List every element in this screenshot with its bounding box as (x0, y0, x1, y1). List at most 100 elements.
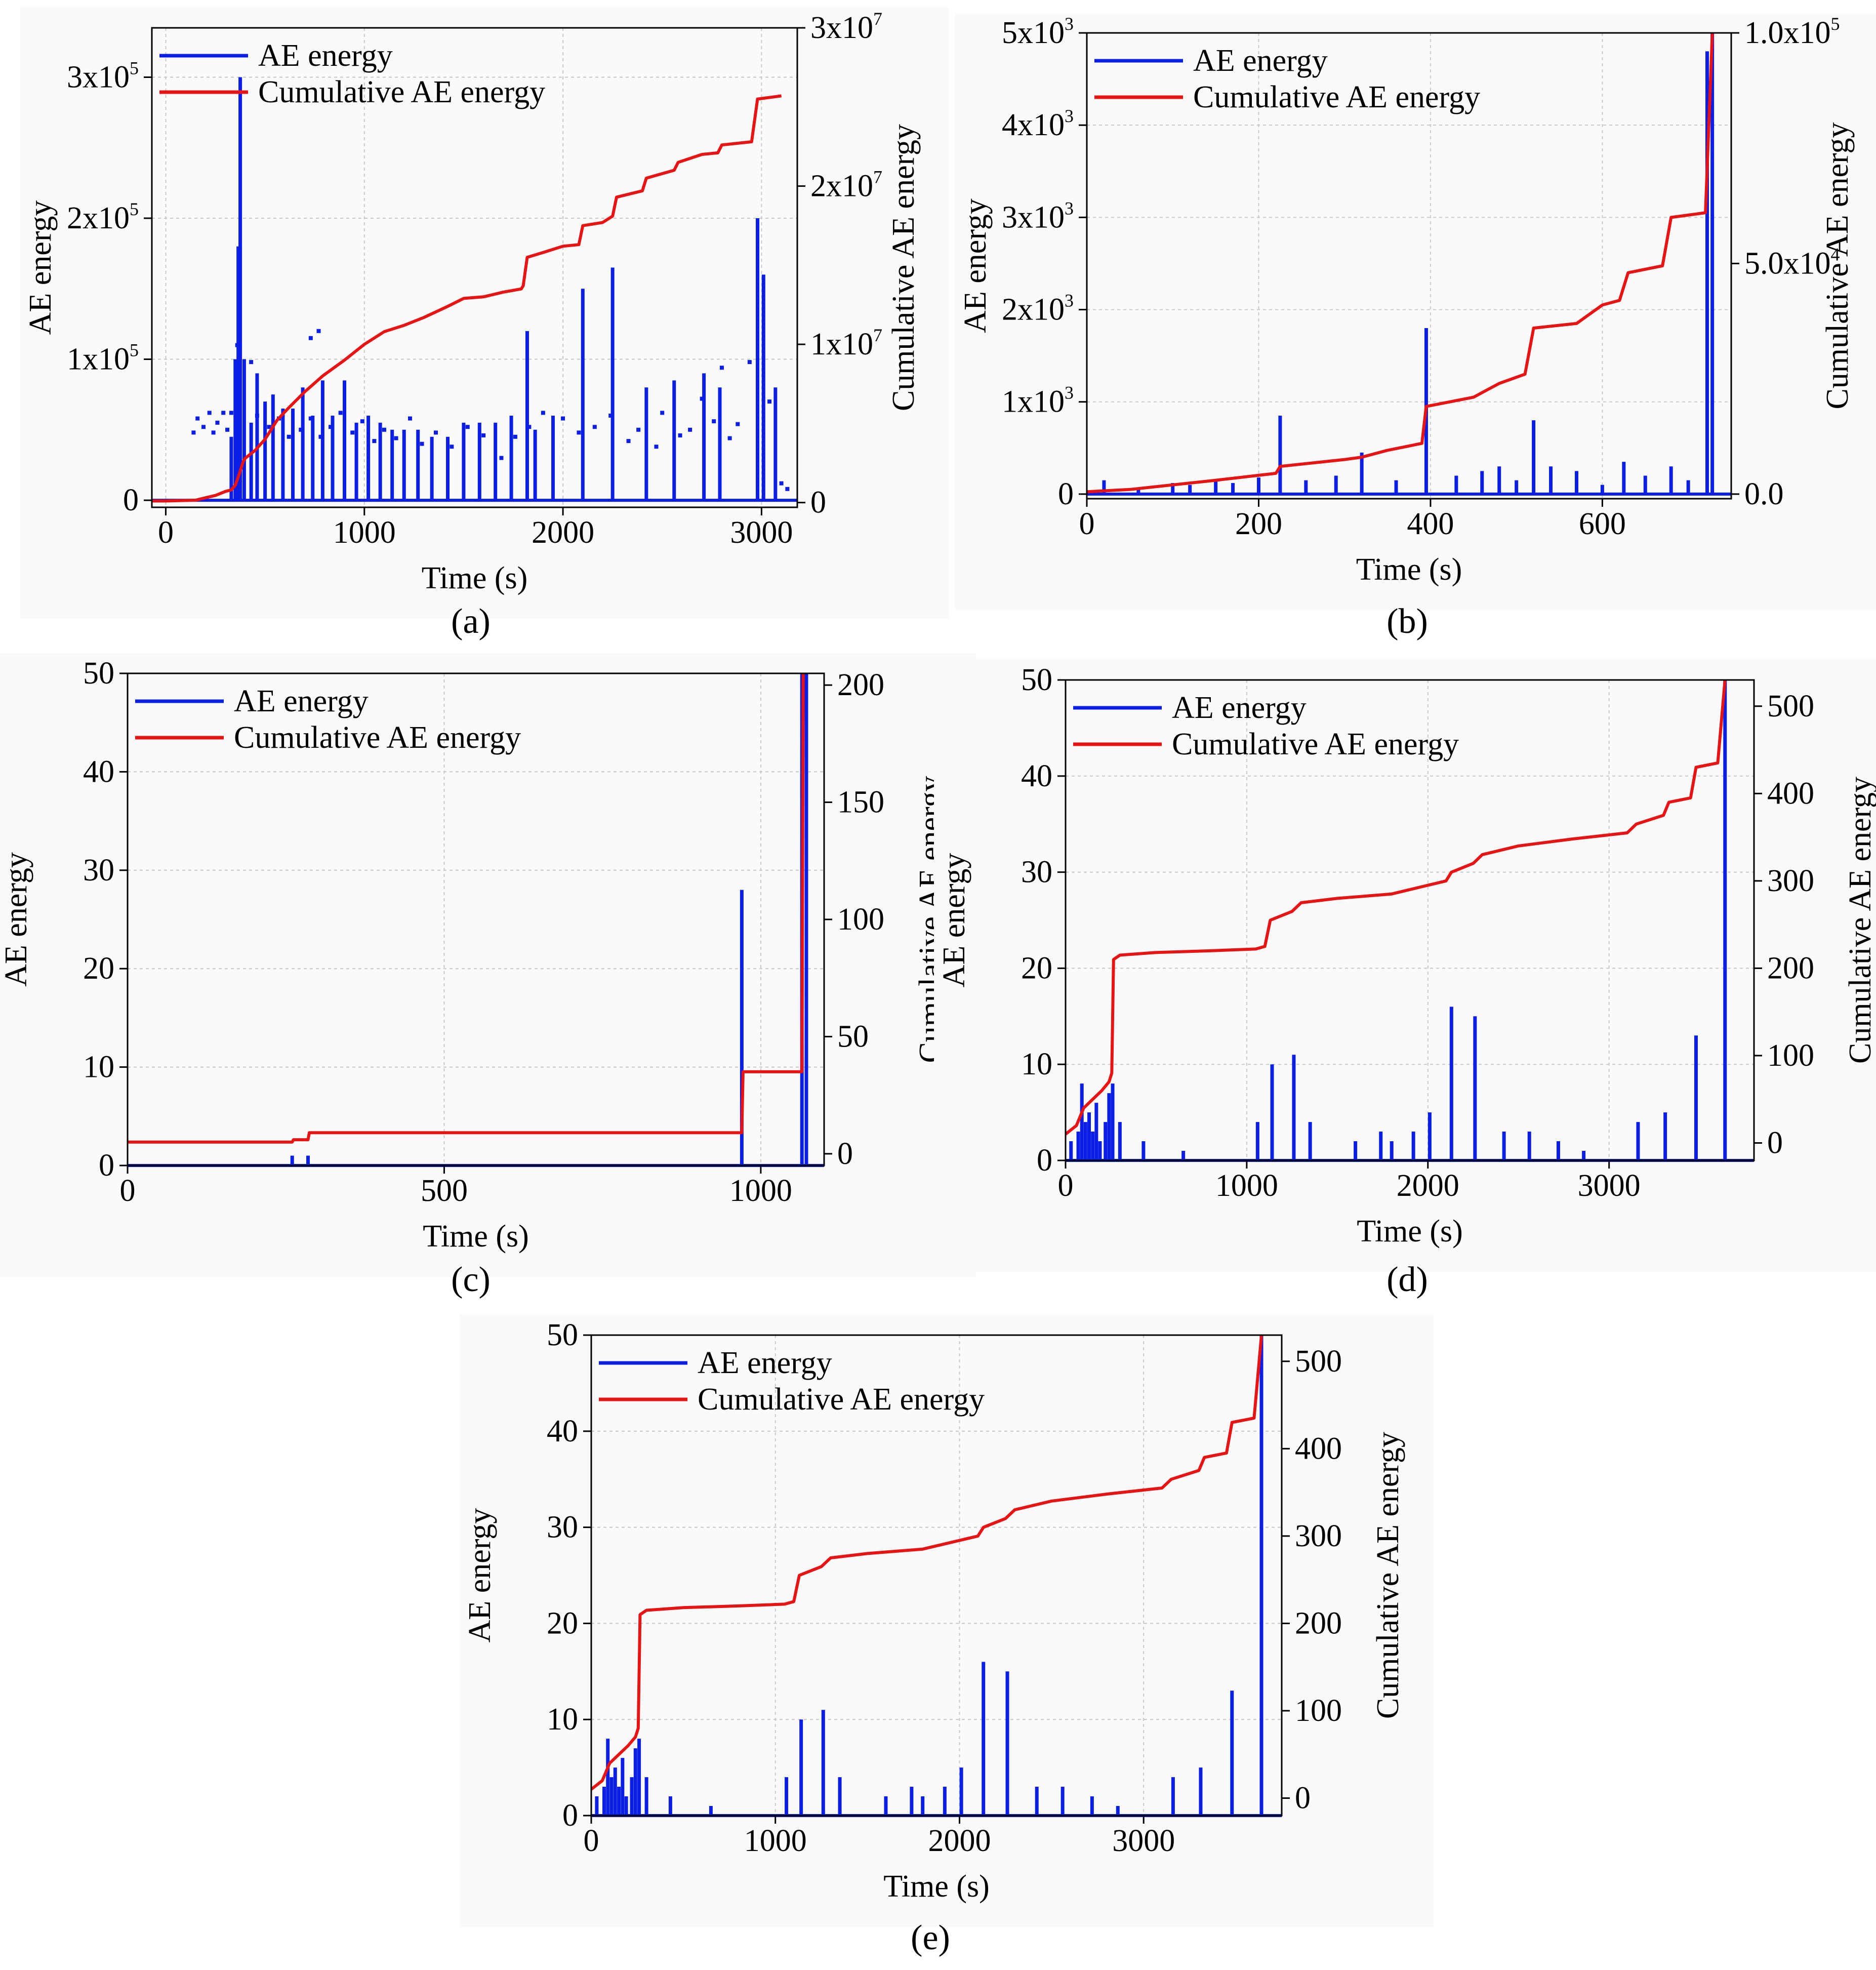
y2-tick-label: 0 (1767, 1125, 1783, 1160)
ae-energy-point (465, 425, 470, 429)
ae-energy-point (360, 419, 364, 424)
y2-tick-label: 2x107 (810, 167, 882, 204)
y-tick-label-exp: 5 (130, 58, 139, 78)
chart-panel-d: 0 1000 2000 3000010203040500100200300400500… (934, 660, 1876, 1299)
y2-tick-label-base: 150 (837, 785, 884, 820)
y2-tick-label-base: 0 (1295, 1781, 1311, 1815)
y2-tick-label-base: 500 (1295, 1344, 1342, 1379)
ae-energy-point (299, 427, 303, 432)
y-tick-label-base: 20 (547, 1606, 578, 1640)
y2-tick-label: 0 (837, 1137, 853, 1171)
ae-energy-point (201, 425, 206, 429)
y-tick-label: 20 (83, 951, 114, 986)
y2-tick-label-base: 200 (837, 668, 884, 702)
y-tick-label-base: 2x10 (67, 201, 130, 235)
x-tick-label: 0 (158, 515, 174, 550)
y-tick-label-base: 3x10 (67, 60, 130, 94)
y-tick-label-exp: 5 (130, 340, 139, 360)
ae-energy-point (481, 433, 486, 437)
ae-energy-point (712, 419, 716, 424)
y2-tick-label-base: 0 (837, 1137, 853, 1171)
ae-energy-point (527, 425, 532, 429)
y2-tick-label-base: 400 (1295, 1431, 1342, 1466)
y-tick-label-base: 0 (123, 483, 139, 517)
y2-tick-label-exp: 4 (1831, 244, 1840, 264)
ae-energy-point (255, 413, 259, 418)
x-tick-label: 2000 (1397, 1169, 1459, 1203)
ae-energy-point (394, 436, 398, 440)
y-axis-title: AE energy (937, 853, 971, 988)
ae-energy-point (308, 336, 313, 340)
y2-axis-title: Cumulative AE energy (886, 124, 921, 411)
x-tick-label: 0 (120, 1174, 136, 1208)
plot-frame (1086, 32, 1732, 500)
y-tick-label-base: 10 (83, 1050, 114, 1084)
x-tick-label: 0 (1058, 1169, 1074, 1203)
y-tick-label-exp: 3 (1065, 383, 1074, 403)
cumulative-ae-energy-line (1086, 32, 1714, 494)
x-axis-title: Time (s) (1356, 552, 1462, 587)
ae-energy-point (195, 416, 200, 421)
y-tick-label-base: 1x10 (1002, 385, 1065, 419)
y2-tick-label: 0 (810, 486, 826, 520)
legend-label-ae-energy: AE energy (234, 684, 369, 718)
y-tick-label-base: 3x10 (1002, 200, 1065, 234)
ae-energy-point (249, 360, 254, 365)
y2-tick-label: 0 (1295, 1781, 1311, 1815)
y-tick-label: 40 (1021, 759, 1052, 793)
ae-energy-point (316, 329, 321, 333)
cumulative-ae-energy-line (128, 673, 805, 1144)
y2-tick-label: 200 (1295, 1606, 1342, 1640)
ae-energy-point (225, 427, 230, 432)
ae-energy-point (338, 411, 343, 415)
y2-tick-label-base: 400 (1767, 776, 1814, 811)
y-tick-label: 4x103 (1002, 106, 1074, 142)
ae-energy-point (191, 430, 196, 435)
ae-energy-point (308, 416, 313, 421)
panel-background (0, 653, 976, 1277)
plot-frame (590, 1334, 1283, 1817)
ae-energy-point (592, 425, 597, 429)
y-tick-label: 50 (83, 656, 114, 691)
y2-tick-label-base: 100 (837, 902, 884, 937)
legend-label-ae-energy: AE energy (258, 38, 393, 73)
y-tick-label-base: 2x10 (1002, 293, 1065, 327)
plot-frame (151, 27, 798, 508)
y2-tick-label-exp: 7 (873, 325, 882, 345)
x-tick-label: 2000 (928, 1824, 991, 1858)
x-axis-title: Time (s) (422, 561, 528, 595)
y2-axis-title: Cumulative AE energy (1820, 122, 1855, 409)
y2-tick-label: 100 (837, 902, 884, 937)
x-tick-label: 1000 (333, 515, 396, 550)
y-tick-label-base: 1x10 (67, 342, 130, 377)
y-tick-label-base: 40 (547, 1414, 578, 1449)
y-tick-label-exp: 3 (1065, 290, 1074, 310)
y2-tick-label: 3x107 (810, 9, 882, 45)
ae-energy-point (608, 413, 613, 418)
ae-energy-point (382, 427, 386, 432)
ae-energy-point (678, 433, 682, 437)
panel-label: (b) (1386, 602, 1428, 641)
y-tick-label-base: 20 (83, 951, 114, 986)
y-axis-title: AE energy (0, 852, 33, 987)
y2-tick-label: 300 (1767, 864, 1814, 898)
plot-frame (1065, 679, 1755, 1161)
ae-energy-point (450, 445, 454, 449)
y2-tick-label-base: 500 (1767, 689, 1814, 723)
y-tick-label-base: 0 (99, 1148, 114, 1183)
y2-tick-label-base: 200 (1767, 951, 1814, 985)
y-tick-label: 30 (83, 853, 114, 888)
y2-tick-label: 100 (1767, 1038, 1814, 1073)
y-tick-label: 20 (1021, 951, 1052, 985)
ae-energy-point (736, 422, 740, 426)
y-tick-label: 2x103 (1002, 290, 1074, 327)
y2-tick-label: 5.0x104 (1744, 244, 1840, 280)
y-tick-label-base: 0 (1037, 1143, 1052, 1178)
y2-tick-label-exp: 7 (873, 167, 882, 187)
x-tick-label: 400 (1407, 507, 1454, 541)
y2-tick-label: 1.0x105 (1744, 14, 1840, 50)
y2-tick-label: 500 (1767, 689, 1814, 723)
ae-energy-point (329, 425, 333, 429)
y-tick-label-base: 40 (83, 754, 114, 789)
